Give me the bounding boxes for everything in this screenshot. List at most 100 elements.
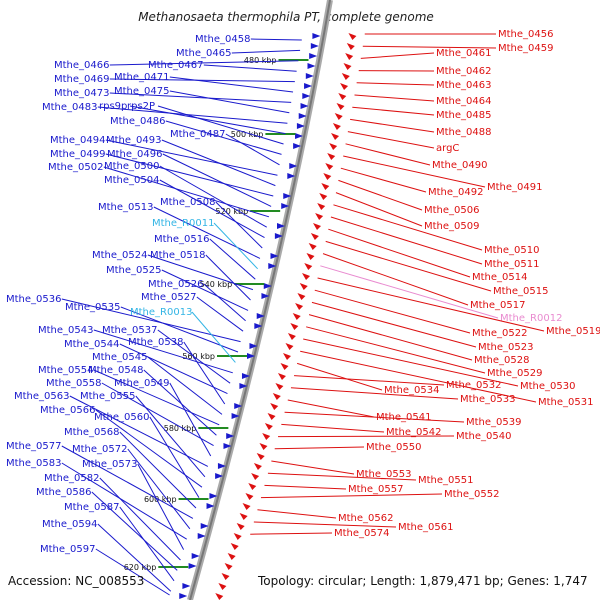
gene-label[interactable]: Mthe_0491 xyxy=(487,182,543,193)
gene-label[interactable]: Mthe_0541 xyxy=(376,412,432,423)
gene-label[interactable]: Mthe_0533 xyxy=(460,394,516,405)
scale-tick-label: 500 kbp xyxy=(231,130,264,139)
gene-label[interactable]: Mthe_0485 xyxy=(436,110,492,121)
gene-label[interactable]: Mthe_0594 xyxy=(42,519,98,530)
gene-label[interactable]: Mthe_0543 xyxy=(38,325,94,336)
gene-label[interactable]: Mthe_0475 xyxy=(114,86,170,97)
gene-label[interactable]: Mthe_0502 xyxy=(48,162,104,173)
gene-label[interactable]: Mthe_0540 xyxy=(456,431,512,442)
gene-label[interactable]: Mthe_0515 xyxy=(493,286,549,297)
gene-label[interactable]: Mthe_0574 xyxy=(334,528,390,539)
gene-label[interactable]: Mthe_0522 xyxy=(472,328,528,339)
gene-label[interactable]: Mthe_0496 xyxy=(107,149,163,160)
gene-label[interactable]: Mthe_0542 xyxy=(386,427,442,438)
gene-label[interactable]: Mthe_0597 xyxy=(40,544,96,555)
gene-label[interactable]: Mthe_0539 xyxy=(466,417,522,428)
gene-label[interactable]: Mthe_0466 xyxy=(54,60,110,71)
gene-label[interactable]: Mthe_0538 xyxy=(128,337,184,348)
gene-label[interactable]: Mthe_0510 xyxy=(484,245,540,256)
gene-label[interactable]: Mthe_0526 xyxy=(148,279,204,290)
gene-label[interactable]: Mthe_0568 xyxy=(64,427,120,438)
gene-label[interactable]: Mthe_0516 xyxy=(154,234,210,245)
gene-label[interactable]: Mthe_0514 xyxy=(472,272,528,283)
gene-label[interactable]: Mthe_0561 xyxy=(398,522,454,533)
gene-label[interactable]: Mthe_0523 xyxy=(478,342,534,353)
gene-label[interactable]: Mthe_0562 xyxy=(338,513,394,524)
gene-label[interactable]: Mthe_0572 xyxy=(72,444,128,455)
gene-label[interactable]: Mthe_0534 xyxy=(384,385,440,396)
gene-label[interactable]: Mthe_0518 xyxy=(150,250,206,261)
gene-label[interactable]: Mthe_0529 xyxy=(487,368,543,379)
gene-label[interactable]: Mthe_0509 xyxy=(424,221,480,232)
gene-label[interactable]: Mthe_0583 xyxy=(6,458,62,469)
accession-text: Accession: NC_008553 xyxy=(8,574,144,588)
gene-label[interactable]: Mthe_0586 xyxy=(36,487,92,498)
gene-label[interactable]: Mthe_0490 xyxy=(432,160,488,171)
gene-label[interactable]: Mthe_0456 xyxy=(498,29,554,40)
gene-label[interactable]: Mthe_0469 xyxy=(54,74,110,85)
gene-label[interactable]: Mthe_0483 xyxy=(42,102,98,113)
gene-label[interactable]: Mthe_0560 xyxy=(94,412,150,423)
gene-label[interactable]: Mthe_0493 xyxy=(106,135,162,146)
gene-label[interactable]: Mthe_0550 xyxy=(366,442,422,453)
gene-label[interactable]: Mthe_0461 xyxy=(436,48,492,59)
gene-label[interactable]: Mthe_0577 xyxy=(6,441,62,452)
gene-label[interactable]: Mthe_0492 xyxy=(428,187,484,198)
gene-label[interactable]: Mthe_0528 xyxy=(474,355,530,366)
gene-label[interactable]: Mthe_0465 xyxy=(176,48,232,59)
gene-label[interactable]: argC xyxy=(436,143,459,154)
gene-label[interactable]: Mthe_0537 xyxy=(102,325,158,336)
gene-label[interactable]: rps2P xyxy=(127,101,155,112)
gene-label[interactable]: Mthe_0524 xyxy=(92,250,148,261)
gene-label[interactable]: rps9p xyxy=(99,101,127,112)
gene-label[interactable]: Mthe_0486 xyxy=(110,116,166,127)
gene-label[interactable]: Mthe_0487 xyxy=(170,129,226,140)
gene-label[interactable]: Mthe_0548 xyxy=(88,365,144,376)
gene-label[interactable]: Mthe_0473 xyxy=(54,88,110,99)
gene-label[interactable]: Mthe_R0011 xyxy=(152,218,214,229)
gene-label[interactable]: Mthe_0566 xyxy=(40,405,96,416)
gene-label[interactable]: Mthe_0552 xyxy=(444,489,500,500)
gene-label[interactable]: Mthe_0531 xyxy=(538,397,594,408)
gene-label[interactable]: Mthe_0494 xyxy=(50,135,106,146)
gene-label[interactable]: Mthe_0517 xyxy=(470,300,526,311)
gene-label[interactable]: Mthe_0467 xyxy=(148,60,204,71)
gene-label[interactable]: Mthe_0536 xyxy=(6,294,62,305)
gene-label[interactable]: Mthe_0582 xyxy=(44,473,100,484)
gene-label[interactable]: Mthe_0549 xyxy=(114,378,170,389)
gene-label[interactable]: Mthe_0555 xyxy=(80,391,136,402)
gene-label[interactable]: Mthe_0504 xyxy=(104,175,160,186)
gene-label[interactable]: Mthe_0532 xyxy=(446,380,502,391)
gene-label[interactable]: Mthe_0573 xyxy=(82,459,138,470)
gene-label[interactable]: Mthe_0488 xyxy=(436,127,492,138)
gene-label[interactable]: Mthe_0463 xyxy=(436,80,492,91)
gene-label[interactable]: Mthe_0511 xyxy=(484,259,540,270)
gene-label[interactable]: Mthe_0535 xyxy=(65,302,121,313)
gene-label[interactable]: Mthe_0513 xyxy=(98,202,154,213)
gene-label[interactable]: Mthe_0587 xyxy=(64,502,120,513)
gene-label[interactable]: Mthe_R0013 xyxy=(130,307,192,318)
gene-label[interactable]: Mthe_0462 xyxy=(436,66,492,77)
gene-label[interactable]: Mthe_0525 xyxy=(106,265,162,276)
gene-label[interactable]: Mthe_0458 xyxy=(195,34,251,45)
gene-label[interactable]: Mthe_0553 xyxy=(356,469,412,480)
gene-label[interactable]: Mthe_0519 xyxy=(546,326,600,337)
gene-label[interactable]: Mthe_R0012 xyxy=(500,313,562,324)
gene-label[interactable]: Mthe_0530 xyxy=(520,381,576,392)
gene-label[interactable]: Mthe_0551 xyxy=(418,475,474,486)
gene-label[interactable]: Mthe_0527 xyxy=(141,292,197,303)
gene-label[interactable]: Mthe_0558 xyxy=(46,378,102,389)
gene-label[interactable]: Mthe_0545 xyxy=(92,352,148,363)
gene-label[interactable]: Mthe_0554 xyxy=(38,365,94,376)
gene-label[interactable]: Mthe_0506 xyxy=(424,205,480,216)
gene-label[interactable]: Mthe_0471 xyxy=(114,72,170,83)
gene-label[interactable]: Mthe_0459 xyxy=(498,43,554,54)
gene-label[interactable]: Mthe_0544 xyxy=(64,339,120,350)
gene-label[interactable]: Mthe_0508 xyxy=(160,197,216,208)
gene-label[interactable]: Mthe_0563 xyxy=(14,391,70,402)
gene-label[interactable]: Mthe_0557 xyxy=(348,484,404,495)
gene-label[interactable]: Mthe_0499 xyxy=(50,149,106,160)
gene-label[interactable]: Mthe_0464 xyxy=(436,96,492,107)
gene-label[interactable]: Mthe_0500 xyxy=(104,161,160,172)
